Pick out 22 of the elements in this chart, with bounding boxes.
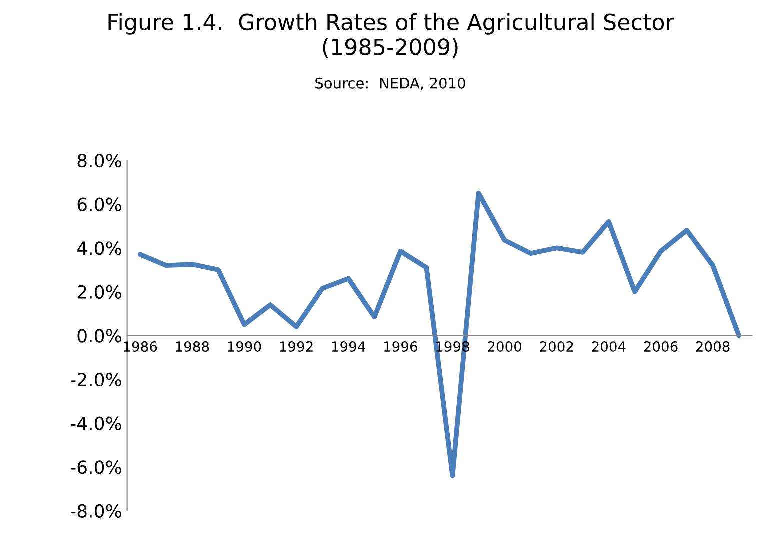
chart-subtitle: Source: NEDA, 2010	[316, 78, 466, 90]
x-tick-label: 2000	[488, 342, 522, 352]
chart-title: Figure 1.4. Growth Rates of the Agricultural Sector (1985-2009)	[108, 13, 674, 58]
x-tick-label: 1996	[384, 342, 418, 352]
y-tick-label: -4.0%	[70, 416, 122, 430]
y-tick-label: 8.0%	[78, 154, 122, 168]
y-tick-label: -6.0%	[70, 460, 122, 474]
x-tick-label: 1988	[176, 342, 210, 352]
x-tick-label: 2006	[644, 342, 678, 352]
x-tick-label: 1992	[280, 342, 313, 352]
y-tick-label: 2.0%	[78, 285, 122, 300]
y-tick-label: -8.0%	[70, 504, 122, 518]
x-tick-label: 1994	[332, 342, 366, 352]
y-tick-label: 6.0%	[78, 198, 122, 212]
y-tick-label: 0.0%	[78, 329, 122, 343]
x-tick-label: 1990	[228, 342, 262, 352]
y-tick-label: -2.0%	[70, 372, 122, 387]
x-tick-label: 2008	[696, 342, 730, 352]
y-tick-label: 4.0%	[77, 242, 122, 256]
x-tick-label: 2002	[540, 342, 574, 352]
x-tick-label: 2004	[592, 342, 626, 352]
x-tick-label: 1986	[124, 342, 158, 352]
